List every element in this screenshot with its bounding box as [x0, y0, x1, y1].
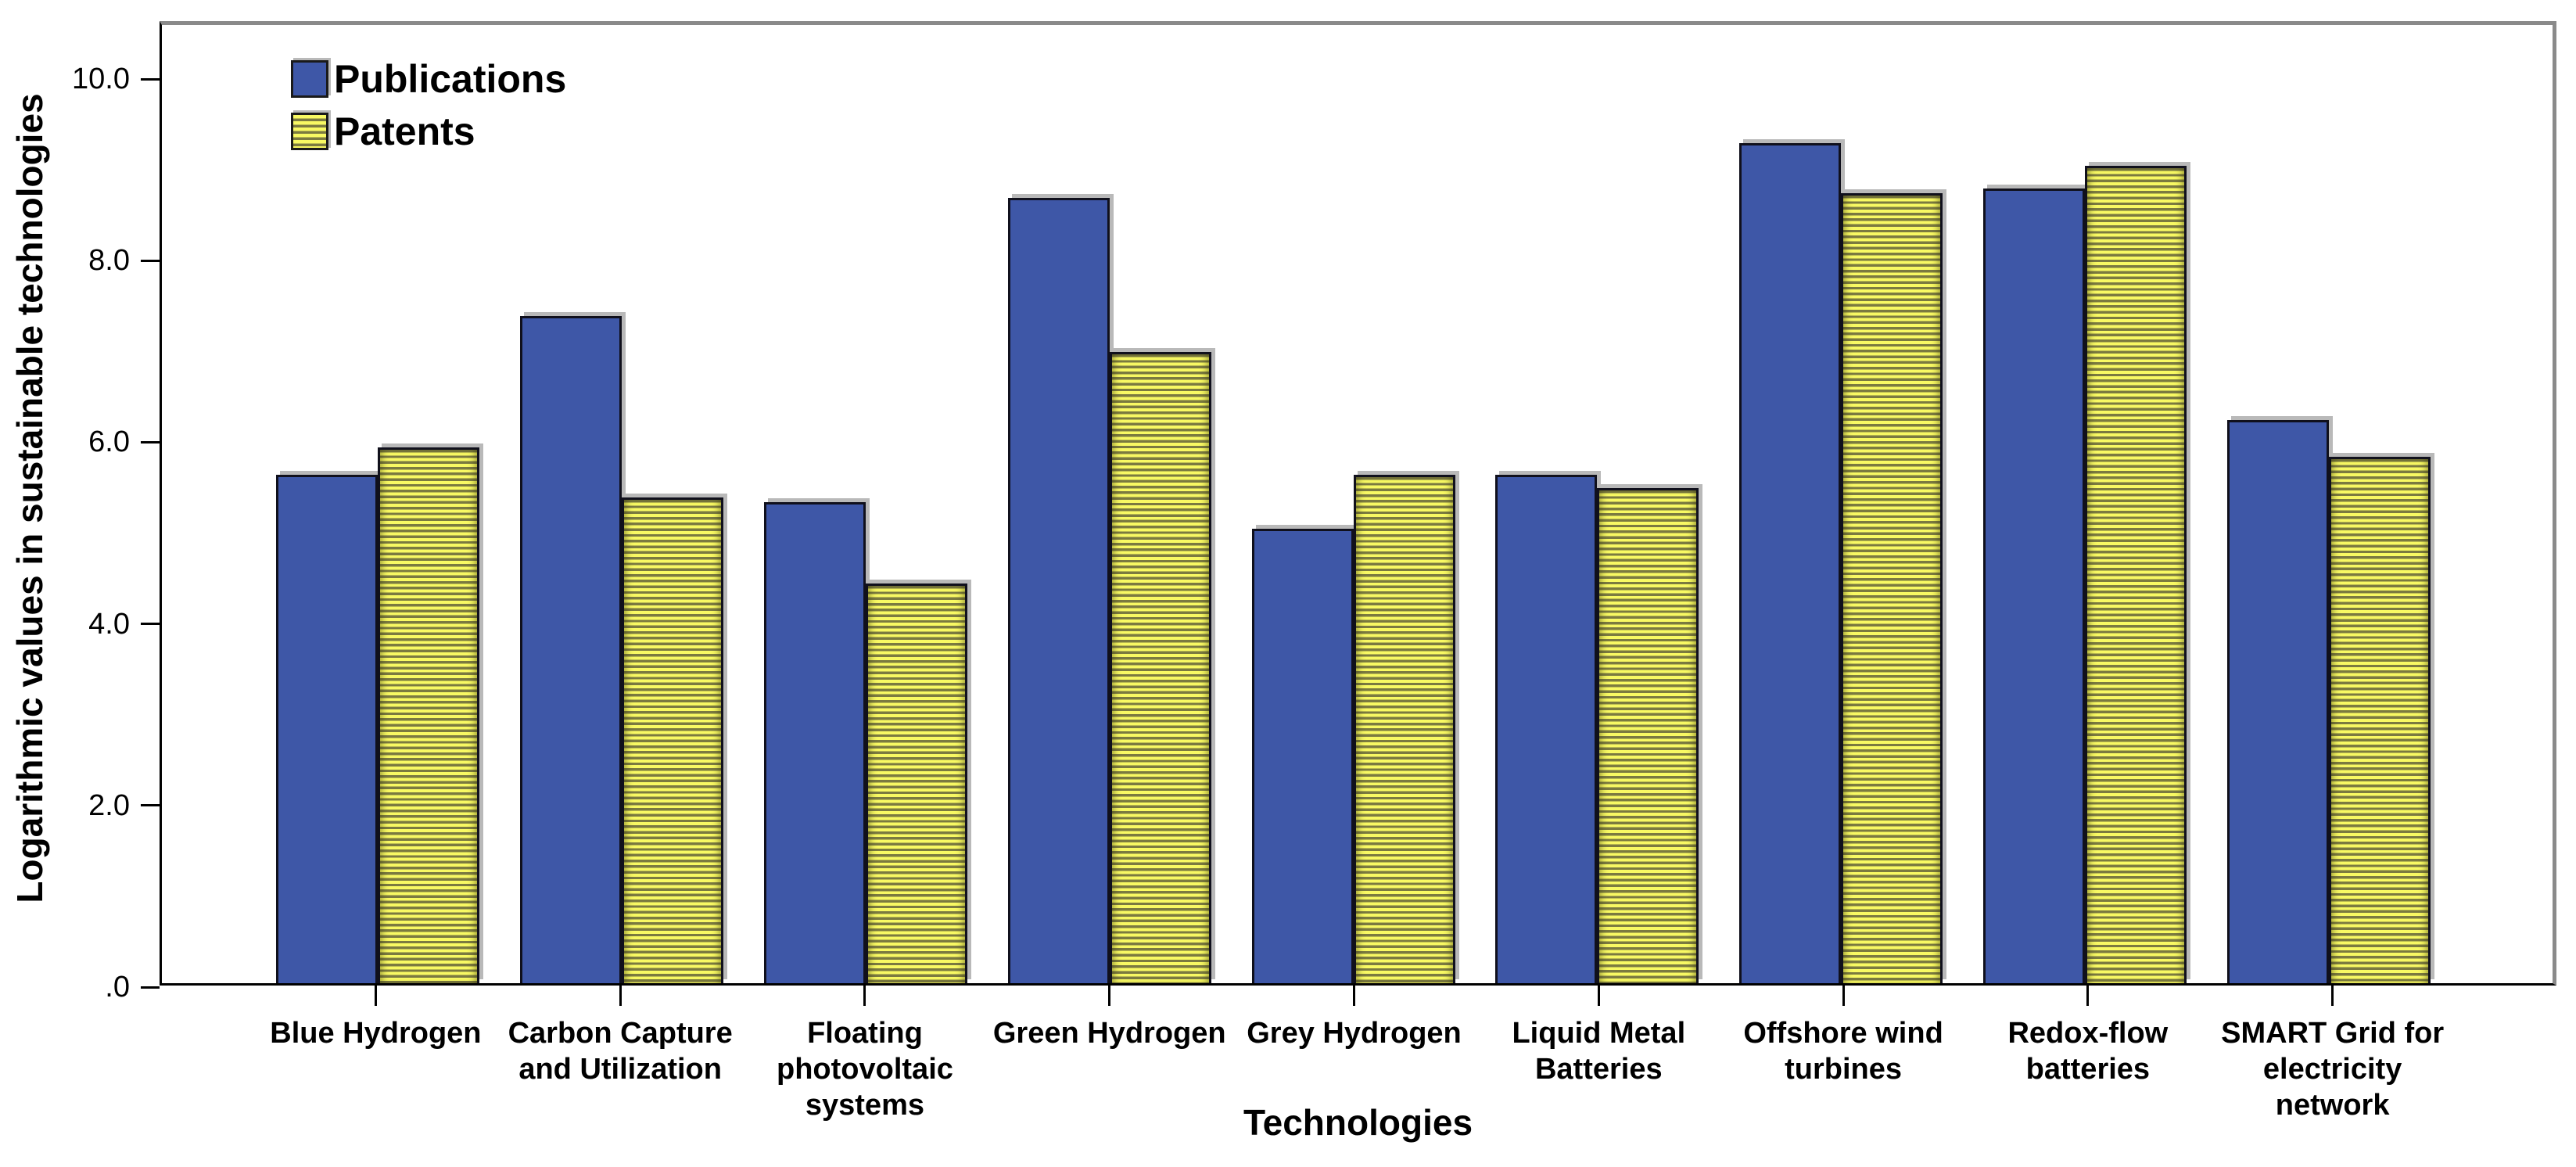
plot-area: .0 2.0 4.0 6.0 8.0 10.0 — [72, 21, 2556, 1002]
bar-group-blue-hydrogen — [256, 25, 500, 983]
patents-bar — [865, 584, 967, 983]
y-tick-mark — [141, 804, 160, 807]
bar-group-redox-flow-batteries — [1963, 25, 2207, 983]
y-tick-mark — [141, 623, 160, 626]
legend-label: Publications — [334, 57, 567, 101]
publications-bar — [2227, 420, 2330, 983]
publications-bar — [1739, 143, 1842, 983]
y-tick-mark — [141, 259, 160, 262]
y-tick-label: 4.0 — [88, 607, 130, 641]
x-axis-title: Technologies — [1243, 1102, 1473, 1143]
x-tick-label: Grey Hydrogen — [1247, 1017, 1462, 1050]
bar-group-smart-grid-for-electricity-network — [2207, 25, 2451, 983]
x-tick-label: Liquid Metal Batteries — [1512, 1017, 1686, 1086]
x-tick-label: Green Hydrogen — [992, 1017, 1226, 1050]
y-tick-mark — [141, 986, 160, 989]
y-tick-label: 8.0 — [88, 244, 130, 278]
x-tick-label: Carbon Capture and Utilization — [508, 1017, 733, 1086]
publications-bar — [1007, 198, 1110, 983]
x-axis: Blue Hydrogen Carbon Capture and Utilizat… — [160, 986, 2556, 1123]
patents-bar — [1353, 475, 1455, 983]
bar-group-carbon-capture-and-utilization — [500, 25, 744, 983]
x-category-cell: Green Hydrogen — [987, 986, 1232, 1123]
bars-layer — [162, 25, 2553, 983]
x-tick-mark — [2331, 986, 2334, 1006]
bar-group-grey-hydrogen — [1232, 25, 1476, 983]
patents-bar — [1841, 193, 1943, 983]
patents-bar — [2085, 166, 2187, 983]
x-tick-mark — [863, 986, 866, 1006]
x-category-cell: SMART Grid for electricity network — [2210, 986, 2455, 1123]
x-category-cell: Blue Hydrogen — [253, 986, 498, 1123]
x-tick-label: Floating photovoltaic systems — [777, 1017, 953, 1122]
x-tick-mark — [1597, 986, 1600, 1006]
patents-bar — [1597, 488, 1699, 983]
publications-bar — [1983, 189, 2086, 983]
y-tick-label: 10.0 — [72, 63, 130, 95]
x-category-cell: Redox-flow batteries — [1965, 986, 2210, 1123]
publications-swatch-icon — [291, 60, 328, 98]
x-category-cell: Liquid Metal Batteries — [1476, 986, 1721, 1123]
publications-bar — [519, 316, 622, 983]
legend-item-publications: Publications — [291, 59, 566, 99]
bar-group-offshore-wind-turbines — [1719, 25, 1963, 983]
x-tick-mark — [374, 986, 377, 1006]
bar-group-liquid-metal-batteries — [1475, 25, 1719, 983]
y-tick-mark — [141, 440, 160, 443]
publications-bar — [763, 502, 866, 983]
x-tick-label: Blue Hydrogen — [270, 1017, 482, 1050]
bar-group-green-hydrogen — [988, 25, 1232, 983]
x-category-cell: Offshore wind turbines — [1721, 986, 1966, 1123]
y-tick-mark — [141, 77, 160, 81]
x-tick-mark — [619, 986, 622, 1006]
patents-bar — [1109, 352, 1211, 983]
legend-label: Patents — [334, 110, 475, 153]
y-tick-label: 2.0 — [88, 788, 130, 822]
x-category-cell: Floating photovoltaic systems — [743, 986, 988, 1123]
publications-bar — [1495, 475, 1598, 983]
x-category-cell: Grey Hydrogen — [1232, 986, 1476, 1123]
x-tick-mark — [1108, 986, 1111, 1006]
y-tick-label: .0 — [105, 971, 130, 1004]
patents-bar — [2329, 457, 2431, 983]
x-tick-mark — [1353, 986, 1356, 1006]
y-tick-label: 6.0 — [88, 426, 130, 459]
patents-swatch-icon — [291, 113, 328, 150]
x-tick-mark — [2086, 986, 2090, 1006]
x-category-cell: Carbon Capture and Utilization — [498, 986, 743, 1123]
x-tick-mark — [1842, 986, 1845, 1006]
bar-group-floating-photovoltaic-systems — [744, 25, 988, 983]
x-tick-label: Redox-flow batteries — [2007, 1017, 2169, 1086]
patents-bar — [377, 447, 479, 983]
x-tick-label: Offshore wind turbines — [1743, 1017, 1943, 1086]
publications-bar — [1251, 529, 1354, 983]
legend: Publications Patents — [291, 59, 566, 151]
patents-bar — [621, 497, 723, 983]
legend-item-patents: Patents — [291, 112, 566, 151]
publications-bar — [275, 475, 378, 983]
x-tick-label: SMART Grid for electricity network — [2221, 1017, 2445, 1122]
